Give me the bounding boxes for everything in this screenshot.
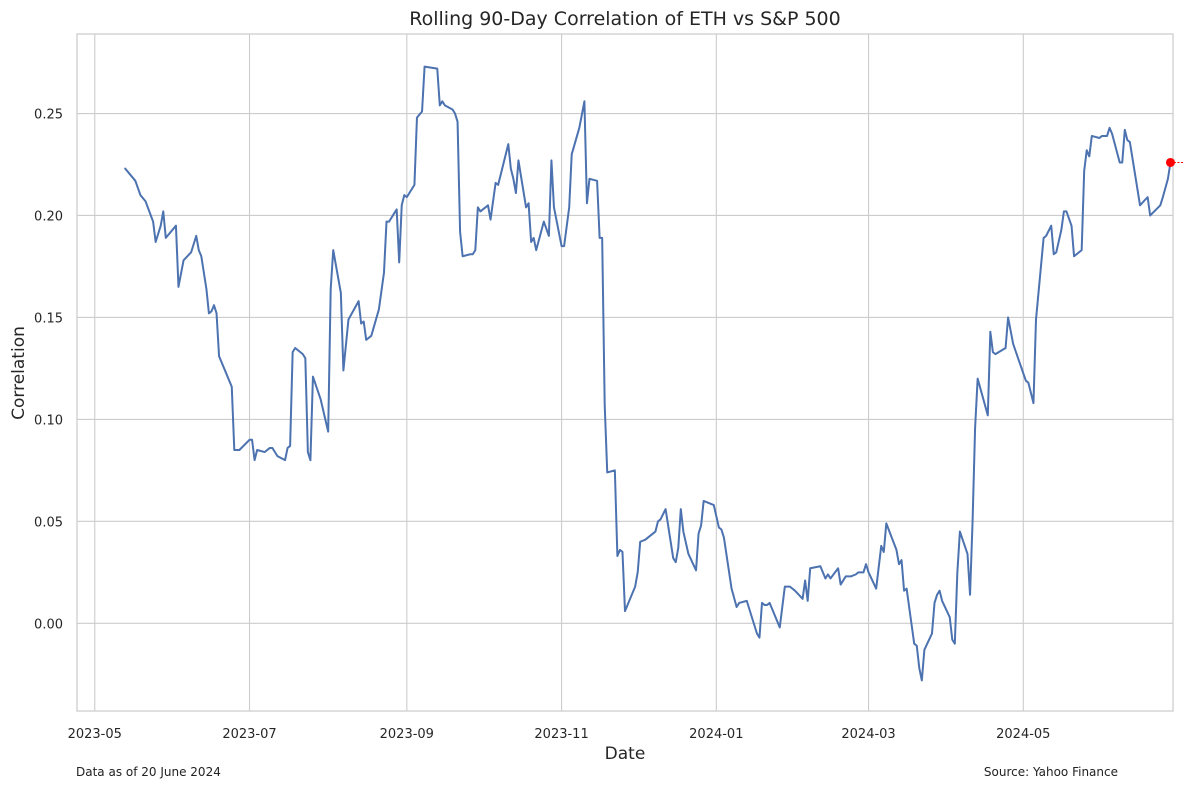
y-tick-label: 0.10 [34, 413, 63, 428]
last-point-marker [1165, 157, 1175, 167]
last-value-annotation: 0.23 [1165, 157, 1184, 167]
plot-frame [76, 33, 1174, 712]
x-tick-label: 2023-09 [380, 727, 434, 742]
series-layer [124, 65, 1172, 682]
y-tick-label: 0.20 [34, 209, 63, 224]
chart-title: Rolling 90-Day Correlation of ETH vs S&P… [409, 8, 840, 30]
x-tick-label: 2024-01 [689, 727, 743, 742]
y-tick-label: 0.00 [34, 617, 63, 632]
y-axis-label: Correlation [9, 326, 29, 420]
correlation-line [124, 65, 1172, 682]
x-tick-label: 2024-03 [841, 727, 895, 742]
x-tick-label: 2023-07 [222, 727, 276, 742]
x-tick-label: 2023-05 [68, 727, 122, 742]
data-as-of-note: Data as of 20 June 2024 [76, 765, 221, 779]
x-tick-label: 2024-05 [996, 727, 1050, 742]
x-axis-label: Date [605, 744, 646, 764]
x-tick-label: 2023-11 [534, 727, 588, 742]
y-tick-label: 0.15 [34, 311, 63, 326]
y-tick-label: 0.05 [34, 515, 63, 530]
grid-lines [77, 34, 1173, 711]
y-tick-label: 0.25 [34, 108, 63, 123]
tick-labels: 2023-05 2023-07 2023-09 2023-11 2024-01 2024-… [34, 108, 1050, 742]
source-note: Source: Yahoo Finance [983, 765, 1118, 779]
